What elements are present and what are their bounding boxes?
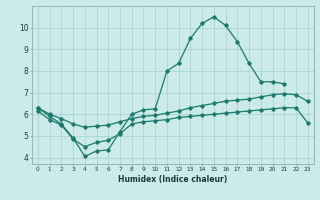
X-axis label: Humidex (Indice chaleur): Humidex (Indice chaleur)	[118, 175, 228, 184]
